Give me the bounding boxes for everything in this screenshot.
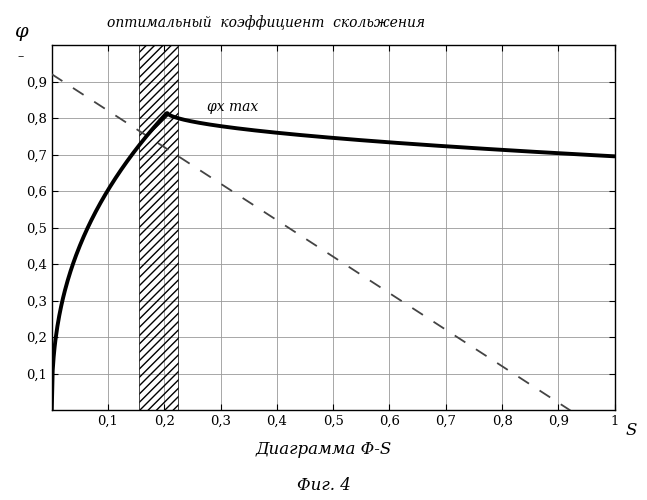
Text: φx max: φx max (206, 100, 258, 114)
Text: Φиг. 4: Φиг. 4 (296, 476, 351, 494)
Text: оптимальный  коэффициент  скольжения: оптимальный коэффициент скольжения (107, 16, 424, 30)
Bar (139, 45, 179, 410)
Text: S: S (626, 422, 637, 438)
Text: –: – (17, 50, 24, 64)
Text: φ: φ (14, 24, 28, 42)
Text: Диаграмма Φ-S: Диаграмма Φ-S (256, 442, 391, 458)
